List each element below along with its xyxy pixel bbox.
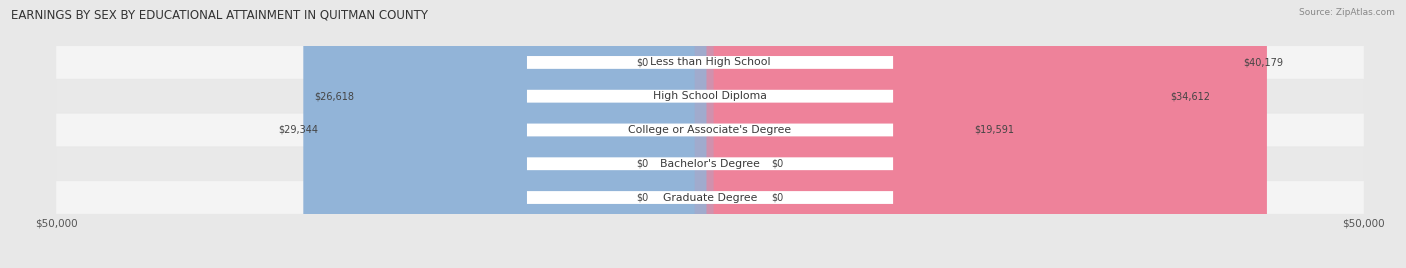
FancyBboxPatch shape — [648, 0, 714, 268]
Text: EARNINGS BY SEX BY EDUCATIONAL ATTAINMENT IN QUITMAN COUNTY: EARNINGS BY SEX BY EDUCATIONAL ATTAINMEN… — [11, 8, 429, 21]
FancyBboxPatch shape — [56, 80, 1364, 113]
Text: Less than High School: Less than High School — [650, 57, 770, 68]
Text: $0: $0 — [772, 159, 783, 169]
FancyBboxPatch shape — [695, 0, 981, 268]
FancyBboxPatch shape — [527, 56, 893, 69]
Text: $34,612: $34,612 — [1170, 91, 1211, 101]
FancyBboxPatch shape — [56, 147, 1364, 180]
FancyBboxPatch shape — [648, 0, 714, 268]
FancyBboxPatch shape — [527, 90, 893, 103]
FancyBboxPatch shape — [342, 0, 731, 268]
Text: High School Diploma: High School Diploma — [654, 91, 766, 101]
Text: $26,618: $26,618 — [314, 91, 354, 101]
Text: College or Associate's Degree: College or Associate's Degree — [628, 125, 792, 135]
FancyBboxPatch shape — [527, 157, 893, 170]
FancyBboxPatch shape — [56, 114, 1364, 146]
FancyBboxPatch shape — [706, 0, 772, 268]
Text: $0: $0 — [637, 57, 648, 68]
Text: $40,179: $40,179 — [1243, 57, 1284, 68]
FancyBboxPatch shape — [304, 0, 733, 268]
Text: $29,344: $29,344 — [278, 125, 319, 135]
Text: Source: ZipAtlas.com: Source: ZipAtlas.com — [1299, 8, 1395, 17]
FancyBboxPatch shape — [56, 181, 1364, 214]
Text: Graduate Degree: Graduate Degree — [662, 192, 758, 203]
FancyBboxPatch shape — [56, 46, 1364, 79]
FancyBboxPatch shape — [527, 124, 893, 136]
FancyBboxPatch shape — [683, 0, 1189, 268]
FancyBboxPatch shape — [706, 0, 772, 268]
FancyBboxPatch shape — [527, 191, 893, 204]
FancyBboxPatch shape — [648, 0, 714, 268]
Text: $0: $0 — [637, 159, 648, 169]
Text: $0: $0 — [637, 192, 648, 203]
FancyBboxPatch shape — [679, 0, 1267, 268]
Text: Bachelor's Degree: Bachelor's Degree — [659, 159, 761, 169]
Text: $19,591: $19,591 — [974, 125, 1014, 135]
Text: $0: $0 — [772, 192, 783, 203]
